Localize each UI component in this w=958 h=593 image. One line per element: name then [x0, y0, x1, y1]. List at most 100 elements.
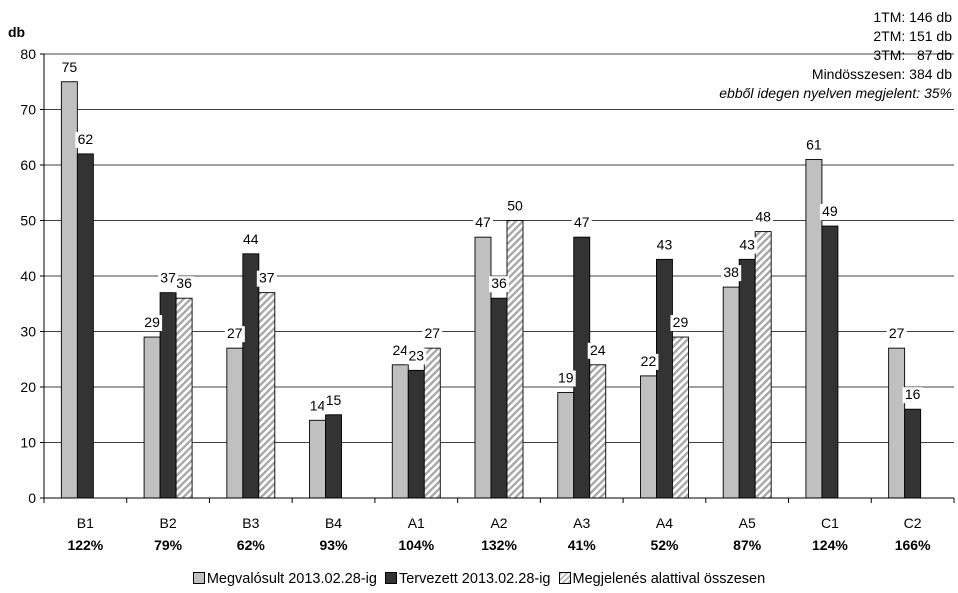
data-label-bg [819, 204, 840, 221]
bar [573, 236, 591, 499]
data-label-bg [240, 231, 261, 248]
data-label-bg [886, 326, 907, 343]
annotation-line: 3TM: 87 db [873, 47, 952, 63]
legend-label: Tervezett 2013.02.28-ig [398, 571, 551, 587]
data-label: 23 [408, 347, 424, 363]
y-tick-label: 40 [20, 268, 36, 284]
bar [391, 364, 409, 499]
category-percent-label: 79% [154, 537, 183, 553]
data-label-bg [323, 392, 344, 409]
data-label: 27 [889, 325, 905, 341]
bar [821, 225, 839, 499]
data-label: 36 [176, 275, 192, 291]
data-label: 19 [558, 370, 574, 386]
data-label-bg [174, 276, 195, 293]
data-label: 37 [160, 270, 176, 286]
data-label: 14 [310, 397, 326, 413]
data-label: 44 [243, 231, 259, 247]
data-label: 37 [259, 270, 275, 286]
category-percent-label: 62% [237, 537, 266, 553]
data-label-bg [489, 276, 509, 293]
data-label: 75 [62, 59, 78, 75]
bar [557, 392, 575, 499]
axes: 0 10 20 30 40 50 60 70 80 B1 122% B2 79% B3 62% B4 93% A1… [20, 46, 955, 553]
category-percent-label: 41% [568, 537, 597, 553]
bar [904, 408, 922, 499]
data-label-bg [803, 137, 824, 154]
data-label: 22 [641, 353, 657, 369]
data-label-bg [142, 315, 163, 332]
legend-swatch [558, 572, 571, 584]
data-label-bg [390, 342, 411, 359]
y-tick-label: 20 [20, 379, 36, 395]
annotation-line-italic: ebből idegen nyelven megjelent: 35% [719, 85, 952, 101]
bar [722, 286, 740, 499]
legend-item: Megjelenés alattival összesen [558, 571, 765, 587]
x-tick-label: A2 [490, 515, 507, 531]
y-tick-label: 30 [20, 324, 36, 340]
bar [175, 297, 193, 499]
category-percent-label: 122% [67, 537, 103, 553]
bar [738, 258, 756, 499]
annotation-line: Mindösszesen: 384 db [811, 66, 952, 82]
y-tick-label: 80 [20, 46, 36, 62]
x-tick-label: B3 [242, 515, 259, 531]
data-label: 62 [78, 131, 94, 147]
bar [888, 347, 906, 499]
category-percent-label: 124% [812, 537, 848, 553]
bar [226, 347, 244, 499]
bar [60, 81, 78, 499]
x-tick-label: A1 [408, 515, 425, 531]
bar [672, 336, 689, 499]
legend-label: Megvalósult 2013.02.28-ig [206, 571, 377, 587]
bar [805, 158, 823, 499]
x-tick-label: A4 [656, 515, 673, 531]
category-percent-label: 87% [733, 537, 762, 553]
data-label-bg [638, 353, 659, 370]
category-percent-label: 52% [650, 537, 679, 553]
bar [143, 336, 161, 499]
data-label: 61 [806, 136, 822, 152]
data-label-bg [256, 270, 277, 287]
y-tick-label: 0 [28, 490, 36, 506]
data-label: 47 [475, 214, 491, 230]
bar [474, 236, 492, 499]
data-label: 50 [507, 198, 523, 214]
data-label: 27 [424, 325, 440, 341]
data-label: 36 [491, 275, 507, 291]
totals-annotation: 1TM: 146 db 2TM: 151 db 3TM: 87 db Mindö… [719, 8, 952, 103]
data-label: 29 [673, 314, 689, 330]
data-label-bg [307, 398, 328, 415]
data-label-bg [571, 215, 592, 232]
bar [506, 220, 524, 499]
data-label-bg [59, 59, 80, 76]
x-tick-label: A3 [573, 515, 590, 531]
data-label-bg [555, 370, 576, 387]
data-label-bg [158, 270, 179, 287]
bar [407, 369, 425, 499]
x-tick-label: C1 [821, 515, 839, 531]
data-label-bg [902, 387, 923, 404]
legend-item: Tervezett 2013.02.28-ig [384, 571, 551, 587]
data-label: 27 [227, 325, 243, 341]
data-label: 48 [755, 209, 771, 225]
bar [159, 292, 177, 499]
data-label: 43 [739, 236, 755, 252]
bar [76, 153, 94, 499]
data-label-bg [670, 315, 691, 332]
x-tick-label: B2 [160, 515, 177, 531]
bar [325, 414, 342, 499]
bar [309, 419, 326, 499]
y-tick-label: 60 [20, 157, 36, 173]
bar [640, 375, 657, 499]
x-tick-label: B1 [77, 515, 94, 531]
data-label-bg [224, 326, 245, 343]
legend: Megvalósult 2013.02.28-ig Tervezett 2013… [0, 571, 958, 587]
data-label: 29 [144, 314, 160, 330]
x-tick-label: A5 [739, 515, 756, 531]
data-label-bg [587, 342, 608, 359]
data-label: 47 [574, 214, 590, 230]
y-axis-label: db [8, 24, 25, 40]
